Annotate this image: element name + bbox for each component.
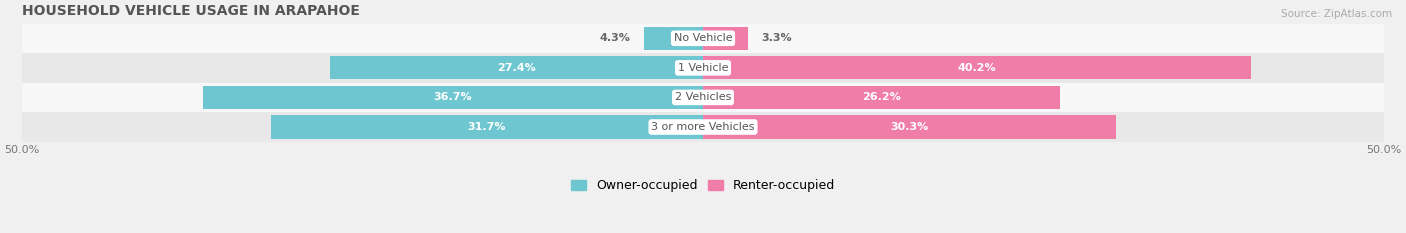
Bar (21, 112, 1385, 142)
Bar (329, 56, 703, 79)
Text: 2 Vehicles: 2 Vehicles (675, 93, 731, 103)
Legend: Owner-occupied, Renter-occupied: Owner-occupied, Renter-occupied (567, 174, 839, 197)
Text: 1 Vehicle: 1 Vehicle (678, 63, 728, 73)
Text: HOUSEHOLD VEHICLE USAGE IN ARAPAHOE: HOUSEHOLD VEHICLE USAGE IN ARAPAHOE (21, 4, 360, 18)
Bar (21, 83, 1385, 112)
Text: 3.3%: 3.3% (762, 33, 792, 43)
Bar (202, 86, 703, 109)
Text: 27.4%: 27.4% (496, 63, 536, 73)
Bar (271, 116, 703, 139)
Bar (703, 27, 748, 50)
Text: 36.7%: 36.7% (433, 93, 472, 103)
Bar (703, 116, 1116, 139)
Bar (703, 86, 1060, 109)
Bar (21, 24, 1385, 53)
Text: 3 or more Vehicles: 3 or more Vehicles (651, 122, 755, 132)
Text: 30.3%: 30.3% (890, 122, 928, 132)
Text: 40.2%: 40.2% (957, 63, 997, 73)
Bar (703, 56, 1251, 79)
Bar (21, 53, 1385, 83)
Text: 4.3%: 4.3% (600, 33, 631, 43)
Text: No Vehicle: No Vehicle (673, 33, 733, 43)
Text: 26.2%: 26.2% (862, 93, 901, 103)
Bar (644, 27, 703, 50)
Text: 31.7%: 31.7% (468, 122, 506, 132)
Text: Source: ZipAtlas.com: Source: ZipAtlas.com (1281, 9, 1392, 19)
